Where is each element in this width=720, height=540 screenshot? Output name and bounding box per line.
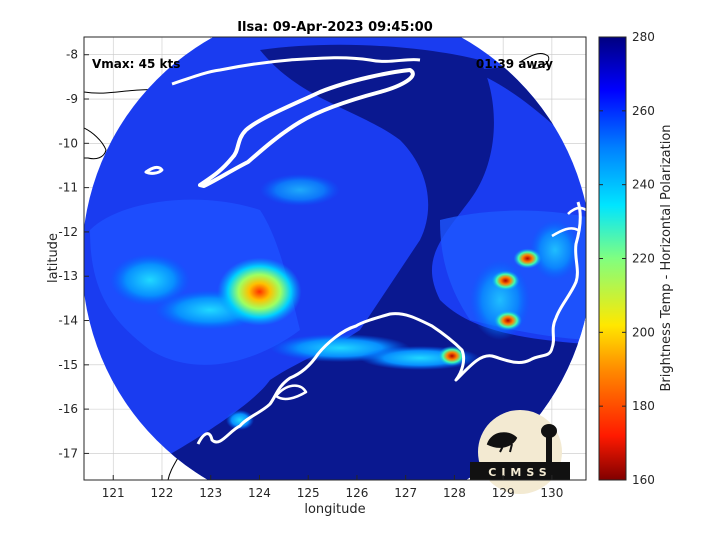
- cold-core-4: [513, 248, 542, 269]
- x-tick-label: 130: [540, 486, 563, 500]
- logo-dishes: [486, 432, 518, 453]
- coast-north-strip: [171, 56, 421, 86]
- y-tick-label: -10: [58, 136, 78, 150]
- vmax-annotation: Vmax: 45 kts: [92, 57, 180, 71]
- axes-frame: [83, 36, 587, 481]
- coast-timor: [198, 68, 415, 188]
- warm-ocean: [84, 44, 586, 480]
- colorbar-tick-label: 200: [632, 325, 655, 339]
- colorbar-tick-label: 180: [632, 399, 655, 413]
- logo-text: CIMSS: [488, 466, 551, 479]
- y-axis-label: latitude: [46, 233, 61, 283]
- coast-australia: [196, 201, 582, 445]
- cold-core-2: [494, 310, 523, 331]
- cold-core-0: [217, 257, 302, 326]
- logo-tower-stem: [546, 436, 552, 462]
- logo-tower-tank: [541, 424, 557, 438]
- colorbar-label: Brightness Temp - Horizontal Polarizatio…: [659, 124, 674, 391]
- y-tick-label: -12: [58, 225, 78, 239]
- cyan-band-north: [260, 174, 340, 206]
- cimss-logo: CIMSS: [470, 410, 570, 494]
- x-tick-label: 123: [199, 486, 222, 500]
- coast-islet: [144, 165, 164, 175]
- x-tick-label: 121: [102, 486, 125, 500]
- x-tick-label: 126: [345, 486, 368, 500]
- x-tick-label: 127: [394, 486, 417, 500]
- land-outline-west: [84, 127, 107, 160]
- colorbar-tick-label: 220: [632, 252, 655, 266]
- colorbar-ticks: 160 180 200 220 240 260 280: [599, 30, 655, 487]
- coast-bay-inlet: [275, 384, 308, 401]
- swath: [84, 37, 586, 480]
- cyan-band-southwest: [226, 410, 254, 430]
- x-ticks: 121 122 123 124 125 126 127 128 129 130: [102, 475, 563, 500]
- cold-cores: [217, 248, 542, 366]
- cold-core-1: [491, 270, 520, 291]
- y-tick-label: -16: [58, 402, 78, 416]
- logo-banner: [470, 462, 570, 480]
- y-tick-label: -13: [58, 269, 78, 283]
- colorbar-tick-label: 240: [632, 178, 655, 192]
- land-outline-northeast: [519, 53, 550, 69]
- y-tick-label: -9: [66, 92, 78, 106]
- x-axis-label: longitude: [304, 502, 365, 517]
- x-tick-label: 129: [492, 486, 515, 500]
- chart-title: Ilsa: 09-Apr-2023 09:45:00: [237, 20, 433, 35]
- x-tick-label: 124: [248, 486, 271, 500]
- y-tick-label: -15: [58, 358, 78, 372]
- x-tick-label: 122: [151, 486, 174, 500]
- cyan-band-far-east: [530, 220, 580, 280]
- colorbar-tick-label: 260: [632, 104, 655, 118]
- y-tick-label: -8: [66, 48, 78, 62]
- away-annotation: 01:39 away: [476, 57, 553, 71]
- y-tick-label: -11: [58, 181, 78, 195]
- y-tick-label: -14: [58, 314, 78, 328]
- cold-core-3: [437, 345, 466, 366]
- cyan-band-west: [110, 254, 190, 306]
- colorbar-tick-label: 160: [632, 473, 655, 487]
- y-ticks: -8 -9 -10 -11 -12 -13 -14 -15 -16 -17: [58, 48, 89, 460]
- y-tick-label: -17: [58, 446, 78, 460]
- colorbar-tick-label: 280: [632, 30, 655, 44]
- colorbar-gradient: [598, 36, 627, 481]
- x-tick-label: 128: [443, 486, 466, 500]
- x-tick-label: 125: [297, 486, 320, 500]
- coastlines: [144, 56, 586, 445]
- coast-ne-islands: [551, 206, 586, 238]
- colorbar: 160 180 200 220 240 260 280 Brightness Temp - …: [598, 30, 674, 487]
